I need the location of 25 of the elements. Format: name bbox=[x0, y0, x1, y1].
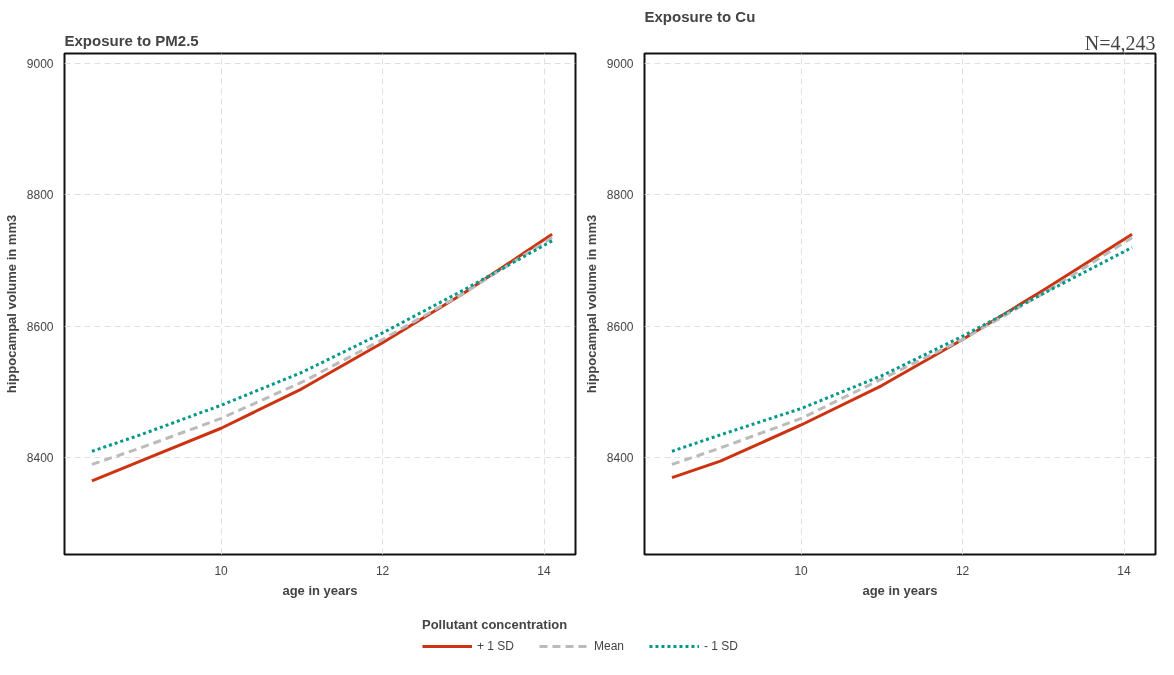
y-tick-label: 8600 bbox=[26, 319, 54, 334]
y-axis-title: hippocampal volume in mm3 bbox=[3, 214, 19, 394]
chart-title: Exposure to Cu bbox=[644, 7, 756, 25]
x-tick-label: 12 bbox=[375, 563, 390, 578]
x-tick-label: 10 bbox=[794, 563, 809, 578]
y-tick-label: 8600 bbox=[606, 319, 634, 334]
x-tick-label: 14 bbox=[1117, 563, 1132, 578]
text: N=4,243 bbox=[1084, 31, 1156, 54]
y-tick-label: 8800 bbox=[26, 188, 54, 203]
chart-title: Exposure to PM2.5 bbox=[64, 31, 199, 49]
x-axis-title: age in years bbox=[282, 582, 358, 598]
y-tick-label: 8400 bbox=[26, 451, 54, 466]
x-tick-label: 14 bbox=[537, 563, 552, 578]
y-tick-label: 9000 bbox=[606, 56, 634, 71]
legend-label: + 1 SD bbox=[476, 638, 514, 655]
x-tick-label: 12 bbox=[955, 563, 970, 578]
legend-label: - 1 SD bbox=[704, 638, 739, 655]
x-axis-title: age in years bbox=[862, 582, 938, 598]
legend-title: Pollutant concentration bbox=[421, 617, 569, 632]
y-axis-title: hippocampal volume in mm3 bbox=[583, 214, 599, 394]
x-tick-label: 10 bbox=[214, 563, 229, 578]
legend-label: Mean bbox=[593, 638, 625, 655]
y-tick-label: 8400 bbox=[606, 451, 634, 466]
y-tick-label: 8800 bbox=[606, 188, 634, 203]
y-tick-label: 9000 bbox=[26, 56, 54, 71]
